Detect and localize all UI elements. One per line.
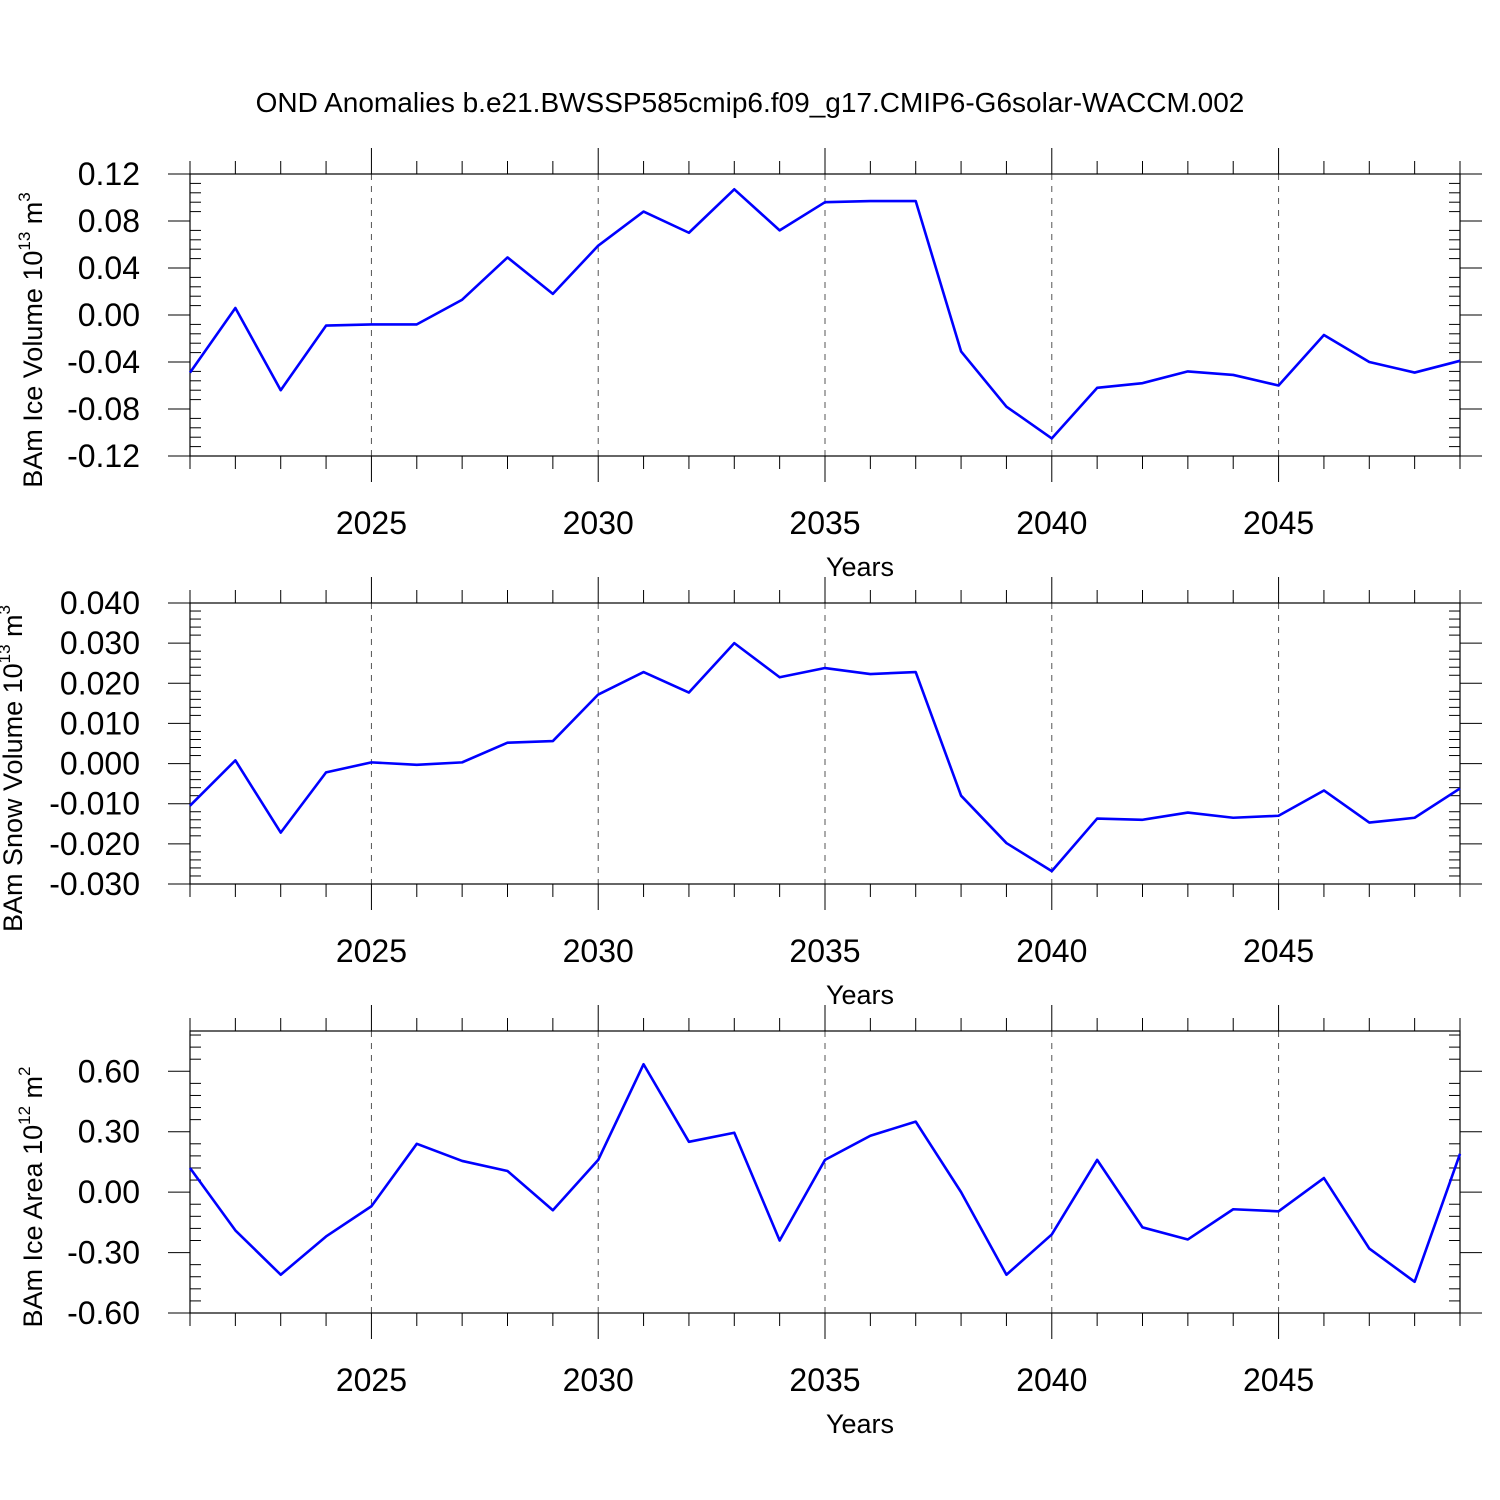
y-axis-label-text: m [0, 614, 28, 644]
y-tick-label: 0.00 [78, 1174, 140, 1210]
y-tick-label: 0.000 [60, 746, 140, 782]
y-tick-label: -0.030 [49, 866, 140, 902]
x-tick-label: 2045 [1243, 505, 1314, 541]
y-tick-label: -0.08 [67, 391, 140, 427]
x-tick-label: 2045 [1243, 933, 1314, 969]
y-tick-label: 0.020 [60, 665, 140, 701]
x-tick-label: 2025 [336, 1362, 407, 1398]
plot-frame [189, 602, 1461, 885]
plot-frame [189, 173, 1461, 457]
x-tick-label: 2030 [563, 1362, 634, 1398]
y-tick-label: 0.040 [60, 585, 140, 621]
y-tick-label: 0.00 [78, 297, 140, 333]
y-axis-label-superscript: 2 [15, 1067, 34, 1076]
y-axis-label: BAm Ice Area 1012 m2 [15, 1067, 48, 1328]
y-axis-label-text: m [18, 1076, 48, 1106]
y-tick-label: -0.04 [67, 344, 140, 380]
y-axis-label-superscript: 13 [0, 644, 14, 663]
y-tick-label: -0.020 [49, 826, 140, 862]
x-tick-label: 2040 [1016, 1362, 1087, 1398]
x-tick-label: 2030 [563, 933, 634, 969]
x-tick-label: 2035 [789, 933, 860, 969]
y-tick-label: 0.30 [78, 1114, 140, 1150]
series-line [188, 1062, 1462, 1284]
y-axis-label-superscript: 12 [15, 1106, 34, 1125]
chart-title: OND Anomalies b.e21.BWSSP585cmip6.f09_g1… [256, 87, 1245, 118]
x-axis-label: Years [826, 980, 894, 1010]
panel-2: -0.030 -0.020 -0.010 0.000 0.010 0.020 0.030 0.… [0, 577, 1482, 1010]
x-tick-label: 2025 [336, 933, 407, 969]
y-axis-label: BAm Ice Volume 1013 m3 [15, 192, 48, 488]
y-tick-label: 0.60 [78, 1053, 140, 1089]
y-axis-label: BAm Snow Volume 1013 m3 [0, 605, 28, 932]
x-axis-label: Years [826, 552, 894, 582]
y-tick-label: -0.12 [67, 438, 140, 474]
x-tick-label: 2045 [1243, 1362, 1314, 1398]
y-tick-label: 0.030 [60, 625, 140, 661]
plot-frame [189, 1030, 1461, 1314]
x-tick-label: 2025 [336, 505, 407, 541]
x-axis-label: Years [826, 1409, 894, 1439]
series-line [188, 187, 1461, 440]
y-axis-label-text: BAm Ice Area 10 [18, 1125, 48, 1328]
x-tick-label: 2040 [1016, 505, 1087, 541]
y-axis-label-text: BAm Snow Volume 10 [0, 663, 28, 932]
x-tick-label: 2040 [1016, 933, 1087, 969]
y-tick-label: 0.12 [78, 156, 140, 192]
y-tick-label: 0.010 [60, 705, 140, 741]
x-tick-label: 2030 [563, 505, 634, 541]
panel-1: -0.12 -0.08 -0.04 0.00 0.04 0.08 0.12 2025 2030 2… [15, 148, 1482, 582]
y-tick-label: -0.010 [49, 786, 140, 822]
y-tick-label: 0.08 [78, 203, 140, 239]
y-tick-label: 0.04 [78, 250, 140, 286]
panel-3: -0.60 -0.30 0.00 0.30 0.60 2025 2030 2035 2040 20… [15, 1005, 1482, 1439]
y-axis-label-superscript: 13 [15, 232, 34, 251]
y-tick-label: -0.30 [67, 1235, 140, 1271]
y-axis-label-superscript: 3 [0, 605, 14, 614]
y-tick-label: -0.60 [67, 1295, 140, 1331]
x-tick-label: 2035 [789, 1362, 860, 1398]
x-tick-label: 2035 [789, 505, 860, 541]
y-axis-label-text: BAm Ice Volume 10 [18, 251, 48, 488]
y-axis-label-superscript: 3 [15, 192, 34, 201]
series-line [189, 641, 1461, 873]
y-axis-label-text: m [18, 202, 48, 232]
